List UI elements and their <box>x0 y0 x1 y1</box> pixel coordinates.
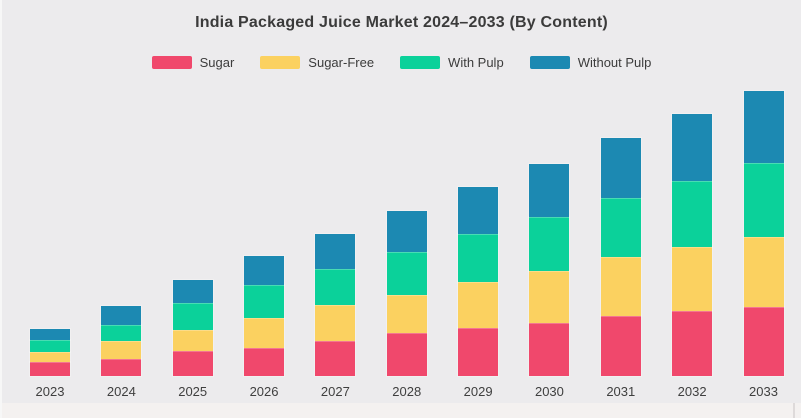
bar-segment-2030-sugar-free[interactable] <box>529 271 570 323</box>
bar-segment-2033-without-pulp[interactable] <box>743 91 784 163</box>
x-axis-label-2033: 2033 <box>749 384 778 399</box>
legend-label-with-pulp: With Pulp <box>448 55 504 70</box>
x-axis-label-2027: 2027 <box>320 384 350 399</box>
bar-segment-2033-sugar-free[interactable] <box>743 237 784 307</box>
bar-segment-2026-without-pulp[interactable] <box>244 256 285 285</box>
bar-segment-2031-sugar-free[interactable] <box>600 257 641 316</box>
bar-segment-2030-without-pulp[interactable] <box>529 164 570 217</box>
x-axis-label-2032: 2032 <box>677 384 707 399</box>
bar-segment-2025-sugar[interactable] <box>172 351 213 376</box>
bar-segment-2024-sugar-free[interactable] <box>101 341 142 359</box>
bar-segment-2028-without-pulp[interactable] <box>386 211 427 252</box>
x-axis-label-2030: 2030 <box>534 384 564 399</box>
bar-segment-2032-with-pulp[interactable] <box>672 181 713 247</box>
bar-segment-2029-with-pulp[interactable] <box>458 234 499 282</box>
bar-segment-2026-sugar-free[interactable] <box>244 318 285 348</box>
bar-segment-2027-sugar-free[interactable] <box>315 305 356 341</box>
legend-item-sugar-free[interactable]: Sugar-Free <box>260 55 374 70</box>
bar-segment-2029-sugar[interactable] <box>458 328 499 376</box>
legend-swatch-without-pulp <box>529 56 570 69</box>
legend-item-without-pulp[interactable]: Without Pulp <box>529 55 652 70</box>
bar-segment-2031-with-pulp[interactable] <box>600 198 641 257</box>
legend-item-sugar[interactable]: Sugar <box>151 55 235 70</box>
x-axis-label-2025: 2025 <box>178 384 208 399</box>
bar-segment-2026-with-pulp[interactable] <box>244 285 285 318</box>
bar-segment-2028-with-pulp[interactable] <box>386 252 427 295</box>
bar-segment-2025-with-pulp[interactable] <box>172 303 213 330</box>
legend-swatch-sugar <box>151 56 192 69</box>
bar-segment-2024-sugar[interactable] <box>101 359 142 376</box>
legend-item-with-pulp[interactable]: With Pulp <box>400 55 504 70</box>
bar-segment-2030-sugar[interactable] <box>529 323 570 376</box>
chart-title: India Packaged Juice Market 2024–2033 (B… <box>195 14 608 31</box>
bar-segment-2031-without-pulp[interactable] <box>600 138 641 198</box>
bar-segment-2032-without-pulp[interactable] <box>672 114 713 181</box>
bar-segment-2029-without-pulp[interactable] <box>458 187 499 234</box>
bar-segment-2027-without-pulp[interactable] <box>315 234 356 269</box>
bar-segment-2028-sugar[interactable] <box>386 333 427 376</box>
bar-segment-2023-sugar-free[interactable] <box>30 352 70 362</box>
legend-label-sugar-free: Sugar-Free <box>308 55 375 70</box>
bar-segment-2023-with-pulp[interactable] <box>30 340 70 352</box>
bar-segment-2028-sugar-free[interactable] <box>386 295 427 333</box>
x-axis-label-2029: 2029 <box>463 384 493 399</box>
x-axis-label-2031: 2031 <box>606 384 636 399</box>
x-axis-label-2024: 2024 <box>106 384 136 399</box>
bar-segment-2026-sugar[interactable] <box>244 348 285 376</box>
bar-segment-2025-sugar-free[interactable] <box>172 330 213 351</box>
bar-segment-2029-sugar-free[interactable] <box>458 282 499 328</box>
bottom-strip-edge-line <box>793 403 795 418</box>
bar-segment-2025-without-pulp[interactable] <box>172 280 213 303</box>
x-axis-label-2026: 2026 <box>249 384 279 399</box>
bar-segment-2030-with-pulp[interactable] <box>529 217 570 271</box>
bar-segment-2023-without-pulp[interactable] <box>30 329 70 340</box>
legend-label-sugar: Sugar <box>199 55 235 70</box>
legend-label-without-pulp: Without Pulp <box>577 55 652 70</box>
bar-segment-2033-with-pulp[interactable] <box>743 163 784 237</box>
legend-swatch-with-pulp <box>400 56 441 69</box>
bar-segment-2024-without-pulp[interactable] <box>101 306 142 325</box>
bar-segment-2032-sugar[interactable] <box>672 311 713 376</box>
legend-swatch-sugar-free <box>260 56 301 69</box>
bar-segment-2027-with-pulp[interactable] <box>315 269 356 305</box>
bar-segment-2032-sugar-free[interactable] <box>672 247 713 311</box>
bar-segment-2033-sugar[interactable] <box>743 307 784 376</box>
x-axis-label-2023: 2023 <box>35 384 65 399</box>
x-axis-label-2028: 2028 <box>392 384 422 399</box>
bottom-strip <box>2 403 801 418</box>
legend: Sugar Sugar-Free With Pulp Without Pulp <box>2 55 801 70</box>
bar-segment-2024-with-pulp[interactable] <box>101 325 142 341</box>
bar-segment-2031-sugar[interactable] <box>600 316 641 376</box>
bar-segment-2027-sugar[interactable] <box>315 341 356 376</box>
bar-segment-2023-sugar[interactable] <box>30 362 70 376</box>
